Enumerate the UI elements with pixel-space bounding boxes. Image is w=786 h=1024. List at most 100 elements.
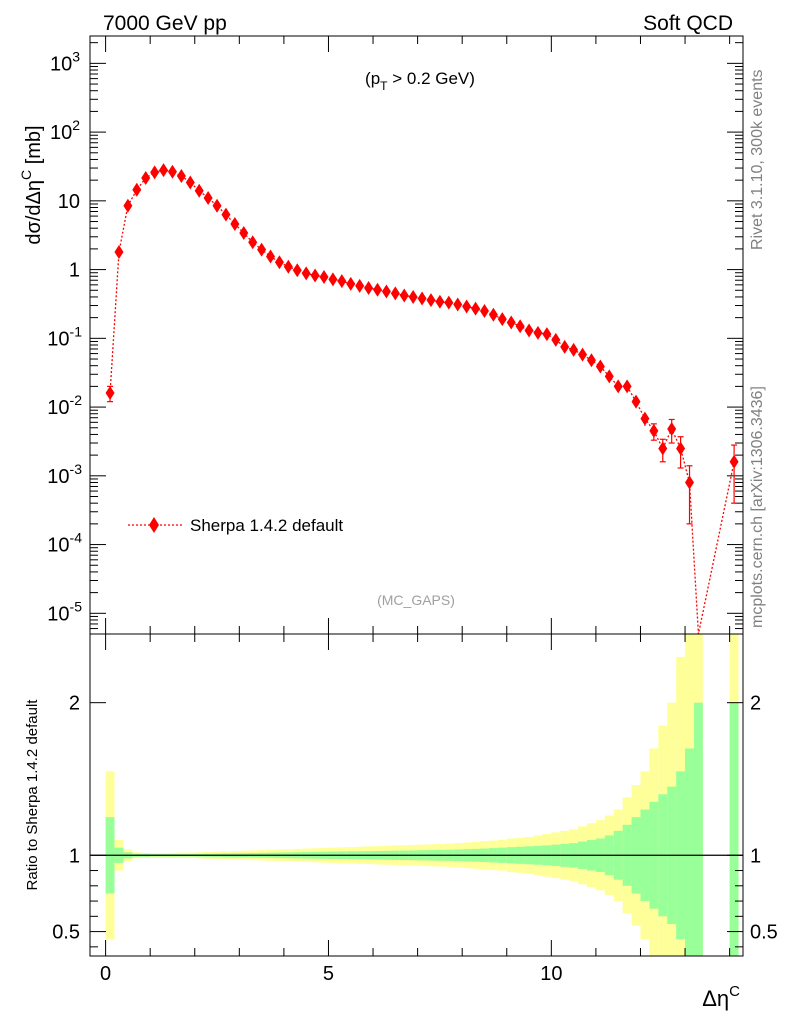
sherpa-point [221,207,231,222]
sherpa-point [337,274,347,289]
ratio-x-ticks: 0 5 10 [100,634,731,985]
legend-marker [149,517,159,533]
sherpa-point [542,327,552,342]
sherpa-point [292,263,302,278]
ratio-y-tick-label-left: 1 [69,845,80,867]
main-y-axis-label: dσ/dΔηC [mb] [18,125,45,244]
sherpa-point [105,386,115,401]
sherpa-point [417,291,427,306]
ratio-y-axis-label: Ratio to Sherpa 1.4.2 default [24,699,41,891]
sherpa-point [506,315,516,330]
sherpa-point [533,325,543,340]
main-y-tick-label: 10-2 [47,392,82,419]
analysis-watermark: (MC_GAPS) [377,592,455,608]
sherpa-point [729,454,739,469]
main-frame [89,35,744,635]
sherpa-point [479,303,489,318]
main-y-tick-label: 10-4 [47,530,82,557]
sherpa-point [239,226,249,241]
header-left: 7000 GeV pp [103,12,227,35]
x-tick-label: 10 [540,963,562,985]
sherpa-point [274,255,284,270]
ratio-y-tick-label-right: 2 [750,693,761,715]
ratio-bands [105,634,739,956]
main-y-tick-label: 10-3 [47,461,82,488]
sherpa-point [230,217,240,232]
sherpa-point [167,164,177,179]
sherpa-point [471,301,481,316]
legend: Sherpa 1.4.2 default [128,516,343,535]
main-y-tick-label: 1 [69,260,80,282]
sherpa-point [390,286,400,301]
sherpa-point [150,165,160,180]
sherpa-point [551,332,561,347]
sherpa-point [569,342,579,357]
main-y-tick-label: 10 [58,191,80,213]
source-label: mcplots.cern.ch [arXiv:1306.3436] [749,386,766,628]
sherpa-point [444,295,454,310]
sherpa-point [141,170,151,185]
sherpa-point [595,359,605,374]
ratio-y-tick-label-left: 2 [69,693,80,715]
sherpa-point [497,312,507,327]
ratio-y-tick-label-right: 0.5 [750,922,778,944]
sherpa-point [123,198,133,213]
sherpa-point [212,198,222,213]
sherpa-point [301,266,311,281]
sherpa-point [194,183,204,198]
sherpa-point [515,319,525,334]
sherpa-point [266,249,276,264]
ratio-panel: 0.5 0.5 1 1 2 2 0 5 10 Ratio to Sherpa 1.4.2 de… [24,633,778,1011]
sherpa-point [667,421,677,436]
sherpa-point [631,394,641,409]
sherpa-point [310,268,320,283]
sherpa-point [524,323,534,338]
sherpa-point [319,270,329,285]
cut-annotation: (pT > 0.2 GeV) [365,69,475,93]
sherpa-point [159,163,169,178]
sherpa-point [649,423,659,438]
sherpa-line [109,169,735,635]
x-tick-label: 0 [100,963,111,985]
sherpa-point [578,347,588,362]
main-y-tick-label: 10-1 [47,323,82,350]
sherpa-point [176,168,186,183]
sherpa-point [355,278,365,293]
main-y-ticks: 10-5 10-4 10-3 10-2 10-1 1 10 102 103 [47,42,743,630]
sherpa-point [462,299,472,314]
sherpa-point [185,175,195,190]
sherpa-point [640,411,650,426]
ratio-y-tick-label-right: 1 [750,845,761,867]
main-x-ticks [105,36,731,634]
sherpa-point [372,282,382,297]
main-y-tick-label: 10-5 [47,598,82,625]
sherpa-point [248,235,258,250]
sherpa-point [399,288,409,303]
sherpa-point [381,284,391,299]
sherpa-point [203,190,213,205]
main-y-tick-label: 103 [50,48,80,75]
ratio-y-ticks: 0.5 0.5 1 1 2 2 [52,693,778,948]
sherpa-point [586,353,596,368]
sherpa-point [453,297,463,312]
sherpa-point [132,182,142,197]
rivet-label: Rivet 3.1.10, 300k events [749,69,766,250]
sherpa-point [435,294,445,309]
legend-label: Sherpa 1.4.2 default [190,516,343,535]
x-tick-label: 5 [323,963,334,985]
ratio-frame [89,633,744,957]
sherpa-point [622,379,632,394]
sherpa-point [613,379,623,394]
ratio-band-inner [685,748,694,956]
sherpa-point [283,259,293,274]
sherpa-point [560,339,570,354]
sherpa-point [685,475,695,490]
sherpa-point [328,272,338,287]
sherpa-point [658,441,668,456]
main-data-layer [105,163,739,635]
sherpa-point [426,293,436,308]
sherpa-point [488,307,498,322]
sherpa-point [408,289,418,304]
sherpa-point [676,441,686,456]
